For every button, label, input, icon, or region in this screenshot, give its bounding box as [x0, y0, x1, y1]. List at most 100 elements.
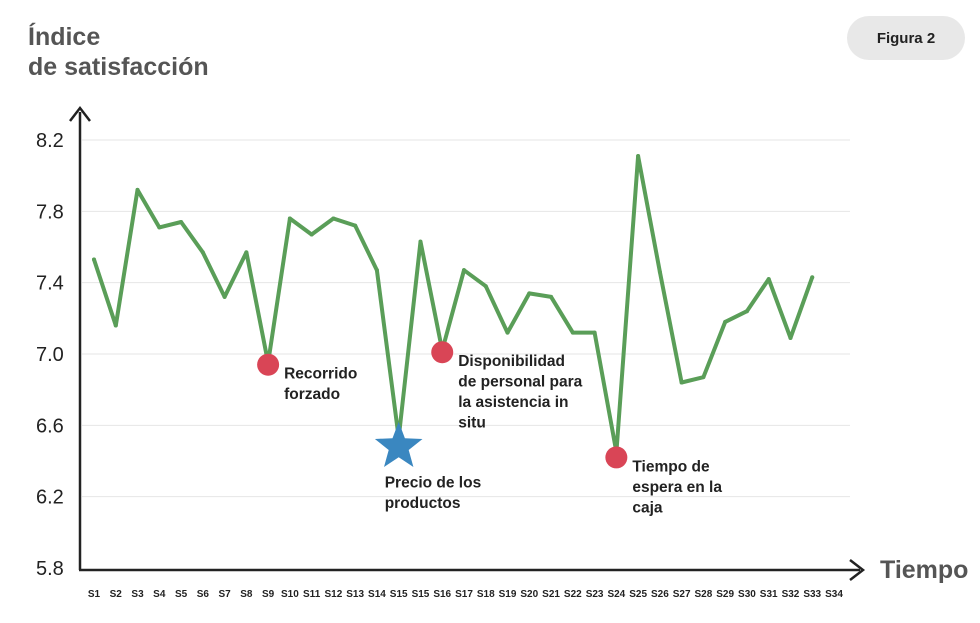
- data-point: [788, 335, 793, 340]
- y-tick-label: 8.2: [36, 130, 64, 152]
- y-axis-title-line-2: de satisfacción: [28, 53, 209, 81]
- x-tick-label: S1: [88, 589, 101, 600]
- x-tick-label: S13: [346, 589, 364, 600]
- grid-lines: [82, 139, 850, 498]
- annotation-label: la asistencia in: [458, 394, 568, 411]
- annotation-label: caja: [632, 499, 663, 516]
- data-point: [570, 330, 575, 335]
- x-axis-title: Tiempo: [880, 556, 968, 584]
- x-tick-label: S18: [477, 589, 495, 600]
- data-point: [766, 277, 771, 282]
- y-tick-label: 5.8: [36, 558, 64, 580]
- y-tick-label: 6.6: [36, 415, 64, 437]
- y-tick-label: 7.4: [36, 273, 64, 295]
- data-point: [287, 216, 292, 221]
- x-tick-label: S10: [281, 589, 299, 600]
- x-tick-label: S11: [303, 589, 321, 600]
- data-point: [222, 294, 227, 299]
- x-tick-label: S27: [673, 589, 691, 600]
- x-tick-label: S34: [825, 589, 843, 600]
- x-axis-arrow: [849, 559, 866, 581]
- x-tick-label: S23: [586, 589, 604, 600]
- x-tick-label: S22: [564, 589, 582, 600]
- data-point: [505, 330, 510, 335]
- data-point: [679, 380, 684, 385]
- annotation-label: Tiempo de: [632, 458, 710, 475]
- data-point: [374, 268, 379, 273]
- x-tick-label: S4: [153, 589, 166, 600]
- annotation-circle-marker: [257, 353, 280, 376]
- y-axis-ticks: 8.2 7.8 7.4 7.0 6.6 6.2 5.8: [36, 130, 64, 580]
- data-point: [657, 269, 662, 274]
- data-point: [135, 187, 140, 192]
- data-point: [462, 268, 466, 273]
- y-tick-label: 7.8: [36, 201, 64, 223]
- y-tick-label: 7.0: [36, 344, 64, 366]
- y-axis-arrow: [69, 105, 91, 122]
- annotation-label: Recorrido: [284, 366, 357, 383]
- annotation-label: productos: [385, 495, 461, 512]
- annotation-label: forzado: [284, 386, 340, 403]
- data-point: [157, 225, 162, 230]
- axes: [69, 105, 866, 581]
- series-group: [92, 154, 815, 455]
- x-tick-label: S19: [499, 589, 517, 600]
- x-tick-label: S29: [716, 589, 734, 600]
- x-tick-label: S5: [175, 589, 188, 600]
- x-tick-label: S30: [738, 589, 756, 600]
- x-tick-label: S14: [368, 589, 386, 600]
- figure-badge: Figura 2: [847, 16, 965, 60]
- x-tick-label: S3: [131, 589, 144, 600]
- data-point: [200, 250, 205, 255]
- x-tick-label: S26: [651, 589, 669, 600]
- data-point: [701, 375, 706, 380]
- data-point: [113, 323, 118, 328]
- x-tick-label: S12: [325, 589, 343, 600]
- annotation-circle-marker: [605, 446, 628, 469]
- x-tick-label: S15: [390, 589, 408, 600]
- x-tick-label: S9: [262, 589, 275, 600]
- series-line: [92, 154, 815, 455]
- data-point: [331, 216, 336, 221]
- x-tick-label: S31: [760, 589, 778, 600]
- annotation-label: espera en la: [632, 479, 722, 496]
- data-point: [549, 294, 554, 299]
- data-point: [418, 239, 423, 244]
- x-tick-label: S21: [542, 589, 560, 600]
- annotations-group: Recorrido forzado Precio de los productos Di…: [257, 341, 722, 516]
- data-point: [636, 154, 641, 159]
- data-point: [309, 232, 314, 237]
- data-point: [244, 250, 249, 255]
- data-point: [723, 319, 728, 324]
- annotation-label: Precio de los: [385, 475, 481, 492]
- x-tick-label: S15: [412, 589, 430, 600]
- data-point: [810, 275, 815, 280]
- data-point: [179, 220, 184, 225]
- annotation-label: de personal para: [458, 374, 582, 391]
- x-axis-ticks: S1 S2 S3 S4 S5 S6 S7 S8 S9 S10 S11 S12 S13 S14 S15 S15 S…: [88, 589, 843, 600]
- x-tick-label: S16: [433, 589, 451, 600]
- data-point: [527, 291, 532, 296]
- annotation-star-marker: [374, 421, 423, 467]
- annotation-circle-marker: [431, 341, 454, 364]
- x-tick-label: S20: [520, 589, 538, 600]
- x-tick-label: S28: [695, 589, 713, 600]
- data-point: [92, 257, 96, 262]
- annotation-label: situ: [458, 415, 486, 432]
- x-tick-label: S24: [607, 589, 625, 600]
- x-tick-label: S6: [197, 589, 210, 600]
- x-tick-label: S32: [782, 589, 800, 600]
- x-tick-label: S8: [240, 589, 253, 600]
- y-tick-label: 6.2: [36, 487, 64, 509]
- annotation-label: Disponibilidad: [458, 353, 565, 370]
- data-point: [744, 309, 749, 314]
- x-tick-label: S17: [455, 589, 473, 600]
- x-tick-label: S7: [218, 589, 231, 600]
- data-point: [353, 223, 358, 228]
- x-tick-label: S2: [110, 589, 123, 600]
- y-axis-title-line-1: Índice: [28, 23, 101, 51]
- x-tick-label: S25: [629, 589, 647, 600]
- data-point: [592, 330, 597, 335]
- y-axis-title: Índice de satisfacción: [28, 22, 209, 82]
